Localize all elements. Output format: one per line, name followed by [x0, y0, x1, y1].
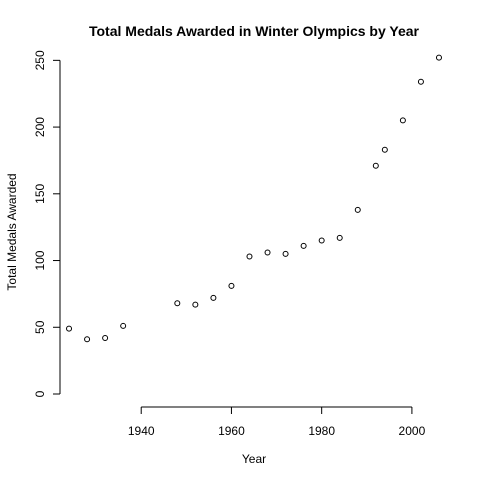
- data-point: [66, 325, 73, 332]
- y-axis-ticks: 0 50 100 150 200 250: [33, 50, 60, 397]
- data-point: [417, 78, 424, 85]
- y-tick-label: 250: [33, 50, 47, 70]
- data-point: [282, 250, 289, 257]
- data-point: [174, 300, 181, 307]
- data-points: [66, 54, 442, 343]
- y-tick-label: 50: [33, 320, 47, 334]
- y-axis-label: Total Medals Awarded: [5, 173, 19, 290]
- x-axis-ticks: 1940 1960 1980 2000: [128, 407, 426, 438]
- data-point: [228, 282, 235, 289]
- chart-title: Total Medals Awarded in Winter Olympics …: [89, 23, 420, 39]
- y-tick-label: 200: [33, 117, 47, 137]
- data-point: [120, 322, 127, 329]
- data-point: [102, 334, 109, 341]
- data-point: [381, 146, 388, 153]
- data-point: [84, 336, 91, 343]
- data-point: [246, 253, 253, 260]
- data-point: [399, 117, 406, 124]
- data-point: [435, 54, 442, 61]
- data-point: [372, 162, 379, 169]
- x-tick-label: 1980: [308, 424, 335, 438]
- x-tick-label: 1960: [218, 424, 245, 438]
- data-point: [300, 242, 307, 249]
- data-point: [210, 294, 217, 301]
- data-point: [354, 206, 361, 213]
- data-point: [336, 234, 343, 241]
- data-point: [192, 301, 199, 308]
- data-point: [318, 237, 325, 244]
- data-point: [264, 249, 271, 256]
- x-tick-label: 2000: [399, 424, 426, 438]
- x-axis-label: Year: [242, 452, 266, 466]
- y-tick-label: 0: [33, 390, 47, 397]
- x-tick-label: 1940: [128, 424, 155, 438]
- y-tick-label: 100: [33, 250, 47, 270]
- y-tick-label: 150: [33, 183, 47, 203]
